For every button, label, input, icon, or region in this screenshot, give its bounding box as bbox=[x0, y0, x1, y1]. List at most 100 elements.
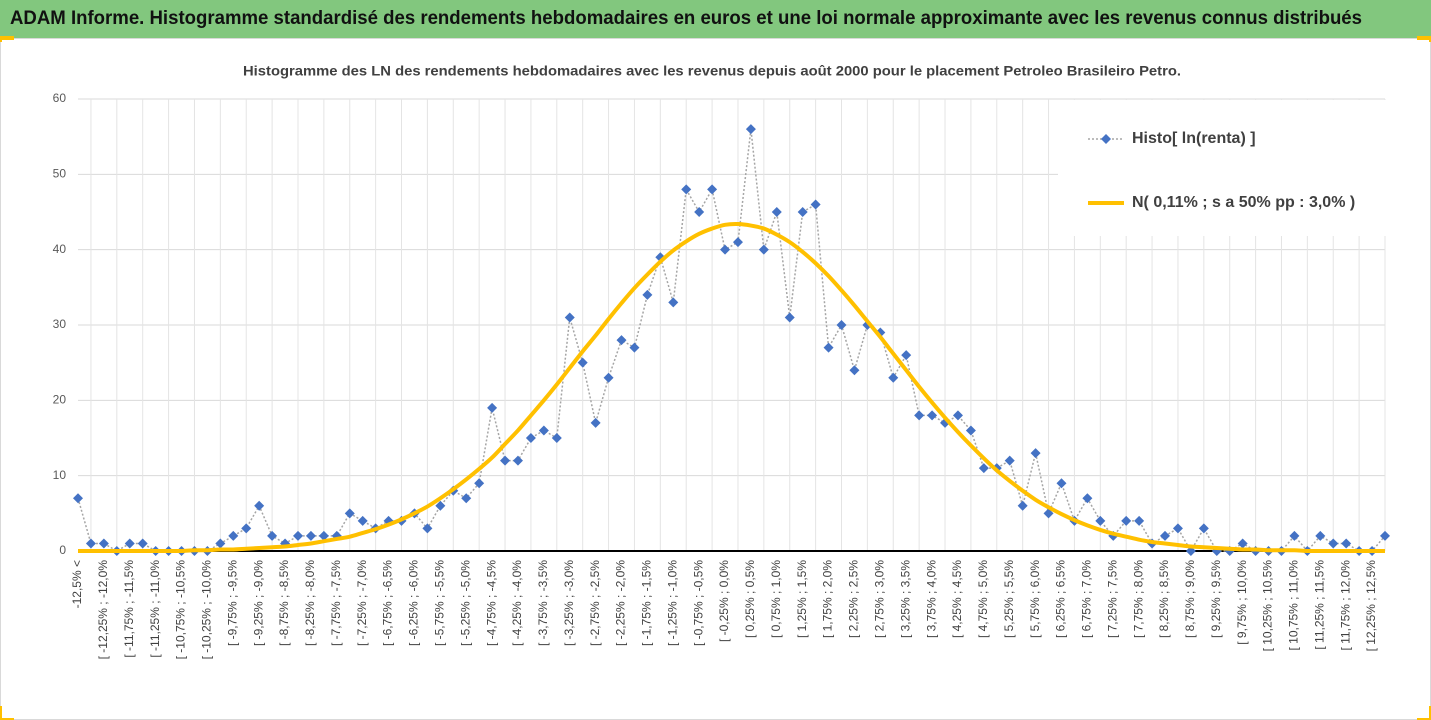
x-tick-label: [ 5,75% ; 6,0% bbox=[1028, 560, 1042, 638]
histo-point bbox=[745, 124, 756, 135]
x-tick-label: [ 8,75% ; 9,0% bbox=[1183, 560, 1197, 638]
histo-point bbox=[758, 244, 769, 255]
x-tick-label: [ -11,75% ; -11,5% bbox=[122, 560, 136, 658]
legend-label: Histo[ ln(renta) ] bbox=[1132, 130, 1256, 147]
histo-point bbox=[629, 342, 640, 353]
histo-point bbox=[1030, 448, 1041, 459]
histo-point bbox=[1237, 538, 1248, 549]
histo-point bbox=[978, 463, 989, 474]
x-tick-label: [ 6,75% ; 7,0% bbox=[1080, 560, 1094, 638]
histo-point bbox=[965, 425, 976, 436]
banner bbox=[0, 0, 1431, 38]
histo-point bbox=[344, 508, 355, 519]
x-tick-label: [ -4,75% ; -4,5% bbox=[484, 560, 498, 646]
histo-point bbox=[551, 433, 562, 443]
x-tick-label: [ -9,75% ; -9,5% bbox=[225, 560, 239, 646]
histo-point bbox=[927, 410, 938, 421]
histo-point bbox=[1315, 530, 1326, 541]
x-tick-label: [ 8,25% ; 8,5% bbox=[1157, 560, 1171, 638]
x-tick-label: [ -4,25% ; -4,0% bbox=[510, 560, 524, 646]
normal-curve bbox=[78, 222, 1385, 554]
histo-point bbox=[512, 455, 523, 466]
y-tick-label: 20 bbox=[53, 393, 67, 407]
chart-title: Histogramme des LN des rendements hebdom… bbox=[243, 63, 1181, 79]
histo-point bbox=[241, 523, 252, 534]
x-tick-label: [ -2,75% ; -2,5% bbox=[588, 560, 602, 646]
histo-point bbox=[525, 433, 536, 443]
histo-point bbox=[681, 184, 692, 195]
histo-point bbox=[538, 425, 549, 436]
x-tick-label: [ 2,25% ; 2,5% bbox=[847, 560, 861, 638]
histo-point bbox=[435, 500, 446, 511]
x-tick-label: -12,5% < bbox=[70, 560, 84, 608]
x-tick-label: [ 10,75% ; 11,0% bbox=[1287, 560, 1301, 651]
histo-point bbox=[1095, 515, 1106, 526]
x-tick-label: [ -1,25% ; -1,0% bbox=[665, 560, 679, 646]
histo-point bbox=[85, 538, 96, 549]
histo-point bbox=[124, 538, 135, 549]
x-tick-label: [ 3,25% ; 3,5% bbox=[898, 560, 912, 638]
histo-point bbox=[564, 312, 575, 323]
histo-point bbox=[849, 365, 860, 376]
histo-point bbox=[914, 410, 925, 421]
histo-point bbox=[694, 207, 705, 217]
histo-point bbox=[642, 289, 653, 300]
histo-point bbox=[1056, 478, 1067, 489]
histo-point bbox=[784, 312, 795, 323]
x-tick-label: [ -3,25% ; -3,0% bbox=[562, 560, 576, 646]
x-tick-label: [ -8,75% ; -8,5% bbox=[277, 560, 291, 646]
histo-point bbox=[836, 320, 847, 330]
histo-point bbox=[267, 530, 278, 541]
histo-point bbox=[318, 530, 329, 541]
histo-point bbox=[1289, 530, 1300, 541]
y-tick-label: 40 bbox=[53, 242, 67, 256]
histo-point bbox=[1134, 515, 1145, 526]
histo-point bbox=[422, 523, 433, 534]
y-tick-label: 60 bbox=[53, 91, 67, 105]
y-tick-label: 10 bbox=[53, 468, 67, 482]
x-tick-label: [ -6,25% ; -6,0% bbox=[407, 560, 421, 646]
x-tick-label: [ -7,25% ; -7,0% bbox=[355, 560, 369, 646]
histo-point bbox=[1082, 493, 1093, 504]
histo-point bbox=[254, 500, 265, 511]
histo-point bbox=[292, 530, 303, 541]
histo-point bbox=[797, 207, 808, 217]
histo-point bbox=[603, 372, 614, 383]
x-tick-label: [ -6,75% ; -6,5% bbox=[381, 560, 395, 646]
x-tick-label: [ 1,25% ; 1,5% bbox=[795, 560, 809, 638]
y-tick-label: 30 bbox=[53, 317, 67, 331]
x-tick-label: [ -2,25% ; -2,0% bbox=[614, 560, 628, 646]
x-tick-label: [ -5,25% ; -5,0% bbox=[458, 560, 472, 646]
histo-point bbox=[98, 538, 109, 549]
x-tick-label: [ 11,25% ; 11,5% bbox=[1312, 560, 1326, 650]
x-tick-label: [ 5,25% ; 5,5% bbox=[1002, 560, 1016, 638]
x-tick-label: [ 7,75% ; 8,0% bbox=[1131, 560, 1145, 638]
histo-point bbox=[1017, 500, 1028, 511]
histo-point bbox=[357, 515, 368, 526]
x-tick-label: [ -8,25% ; -8,0% bbox=[303, 560, 317, 646]
x-tick-label: [ 10,25% ; 10,5% bbox=[1261, 560, 1275, 652]
histo-point bbox=[577, 357, 588, 368]
x-tick-label: [ -0,25% ; 0,0% bbox=[717, 560, 731, 642]
histo-point bbox=[137, 538, 148, 549]
histo-point bbox=[305, 530, 316, 541]
histo-point bbox=[461, 493, 472, 504]
x-tick-label: [ 3,75% ; 4,0% bbox=[924, 560, 938, 638]
histo-point bbox=[1198, 523, 1209, 534]
x-tick-label: [ 7,25% ; 7,5% bbox=[1105, 560, 1119, 638]
histo-point bbox=[1380, 530, 1390, 541]
histo-point bbox=[590, 417, 601, 428]
histo-point bbox=[771, 207, 782, 217]
histo-point bbox=[500, 455, 511, 466]
histo-point bbox=[810, 199, 821, 210]
histo-point bbox=[1121, 515, 1132, 526]
x-tick-label: [ -3,75% ; -3,5% bbox=[536, 560, 550, 646]
x-tick-label: [ 9,75% ; 10,0% bbox=[1235, 560, 1249, 645]
histo-point bbox=[1341, 538, 1352, 549]
x-tick-label: [ -7,75% ; -7,5% bbox=[329, 560, 343, 646]
legend-label: N( 0,11% ; s a 50% pp : 3,0% ) bbox=[1132, 194, 1355, 211]
y-tick-label: 0 bbox=[59, 543, 66, 557]
x-tick-label: [ 9,25% ; 9,5% bbox=[1209, 560, 1223, 638]
x-tick-label: [ 0,25% ; 0,5% bbox=[743, 560, 757, 638]
